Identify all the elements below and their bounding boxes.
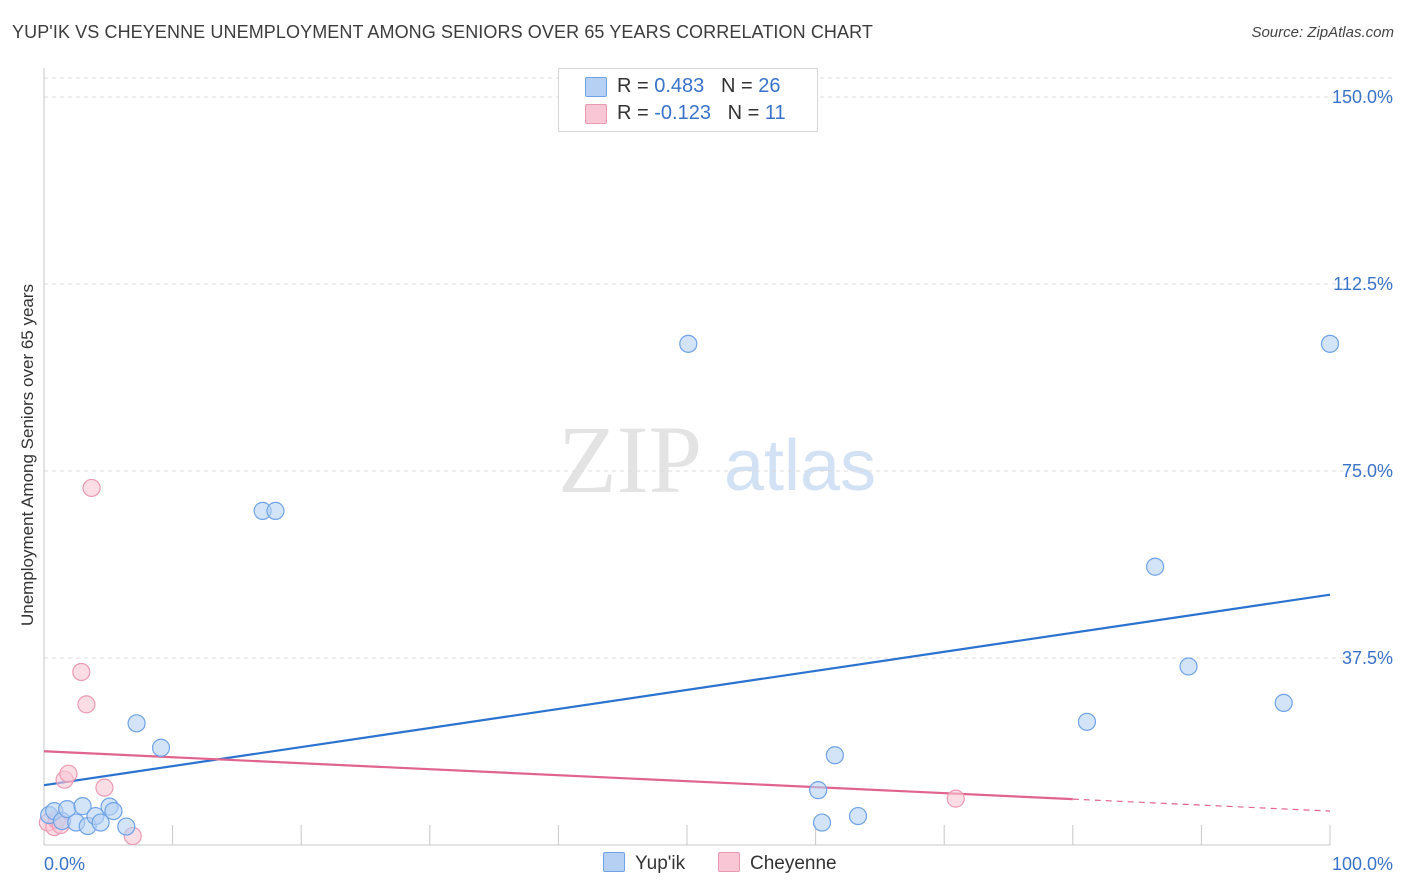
data-point — [1077, 712, 1097, 731]
trend-lines — [43, 593, 1331, 812]
n-value: 26 — [758, 75, 781, 97]
y-tick-label: 112.5% — [1333, 274, 1393, 294]
n-value: 11 — [764, 102, 786, 124]
data-point — [72, 662, 91, 682]
correlation-legend: R = 0.483 N = 26 R = -0.123 N = 11 — [558, 68, 818, 132]
data-point — [95, 778, 114, 797]
source-label: Source: ZipAtlas.com — [1251, 24, 1394, 41]
r-value: 0.483 — [654, 75, 705, 97]
cheyenne-trend-line — [43, 750, 1073, 801]
data-point — [809, 781, 828, 800]
data-point — [73, 797, 92, 816]
data-point — [127, 714, 146, 733]
yupik-legend-label: Yup'ik — [635, 853, 686, 874]
data-point — [848, 806, 868, 826]
tick-labels: 37.5% 75.0% 112.5% 150.0% 0.0% 100.0% — [44, 87, 1393, 874]
x-tick-label: 0.0% — [44, 854, 85, 874]
cheyenne-legend-label: Cheyenne — [750, 853, 837, 874]
r-label: R = — [617, 75, 655, 97]
yupik-legend-swatch — [603, 852, 625, 872]
y-tick-label: 150.0% — [1332, 87, 1393, 107]
data-point — [59, 764, 78, 783]
n-label: N = — [727, 102, 765, 124]
legend-item-yupik[interactable]: Yup'ik — [603, 852, 685, 875]
watermark-atlas: atlas — [724, 426, 876, 506]
data-points — [38, 334, 1340, 846]
n-label: N = — [720, 75, 759, 97]
data-point — [151, 738, 171, 757]
y-tick-label: 37.5% — [1342, 648, 1393, 668]
data-point — [1179, 657, 1198, 676]
cheyenne-legend-swatch — [718, 852, 740, 872]
cheyenne-swatch — [585, 104, 607, 124]
data-point — [104, 801, 123, 821]
yupik-swatch — [585, 77, 607, 97]
r-label: R = — [617, 102, 655, 124]
data-point — [946, 789, 965, 808]
data-point — [1274, 693, 1293, 712]
r-value: -0.123 — [654, 102, 711, 124]
watermark-zip: ZIP — [558, 406, 702, 513]
data-point — [91, 813, 110, 832]
legend-item-cheyenne[interactable]: Cheyenne — [718, 852, 837, 875]
yupik-trend-line — [43, 593, 1331, 787]
chart-title: YUP'IK VS CHEYENNE UNEMPLOYMENT AMONG SE… — [12, 22, 873, 42]
data-point — [1320, 334, 1340, 353]
data-point — [82, 478, 101, 498]
data-point — [679, 334, 698, 353]
y-axis-label: Unemployment Among Seniors over 65 years — [18, 283, 37, 627]
data-point — [77, 695, 96, 714]
data-point — [1146, 557, 1165, 576]
x-tick-label: 100.0% — [1332, 854, 1393, 874]
cheyenne-trend-extension — [1072, 798, 1331, 812]
data-point — [812, 813, 832, 832]
data-point — [825, 746, 844, 765]
gridlines — [44, 77, 1395, 659]
y-tick-label: 75.0% — [1342, 461, 1393, 481]
data-point — [266, 501, 285, 520]
data-point — [117, 817, 136, 836]
